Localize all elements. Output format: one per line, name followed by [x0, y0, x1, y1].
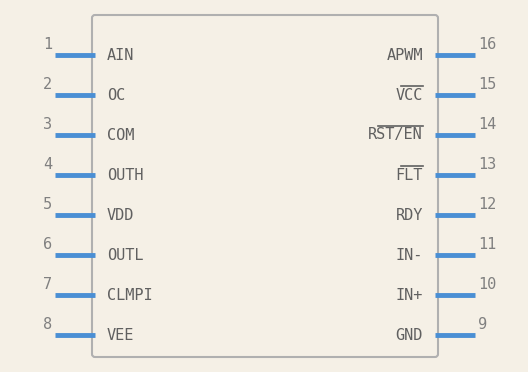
Text: COM: COM	[107, 128, 134, 142]
Text: 15: 15	[478, 77, 496, 92]
Text: OC: OC	[107, 87, 125, 103]
Text: 14: 14	[478, 117, 496, 132]
Text: GND: GND	[395, 327, 423, 343]
Text: 11: 11	[478, 237, 496, 252]
Text: IN-: IN-	[395, 247, 423, 263]
Text: AIN: AIN	[107, 48, 134, 62]
Text: 3: 3	[43, 117, 52, 132]
Text: 9: 9	[478, 317, 487, 332]
FancyBboxPatch shape	[92, 15, 438, 357]
Text: VEE: VEE	[107, 327, 134, 343]
Text: FLT: FLT	[395, 167, 423, 183]
Text: RDY: RDY	[395, 208, 423, 222]
Text: 1: 1	[43, 37, 52, 52]
Text: RST/EN: RST/EN	[368, 128, 423, 142]
Text: OUTH: OUTH	[107, 167, 144, 183]
Text: VCC: VCC	[395, 87, 423, 103]
Text: 8: 8	[43, 317, 52, 332]
Text: 12: 12	[478, 197, 496, 212]
Text: OUTL: OUTL	[107, 247, 144, 263]
Text: CLMPI: CLMPI	[107, 288, 153, 302]
Text: APWM: APWM	[386, 48, 423, 62]
Text: 5: 5	[43, 197, 52, 212]
Text: VDD: VDD	[107, 208, 134, 222]
Text: 7: 7	[43, 277, 52, 292]
Text: 16: 16	[478, 37, 496, 52]
Text: 13: 13	[478, 157, 496, 172]
Text: IN+: IN+	[395, 288, 423, 302]
Text: 4: 4	[43, 157, 52, 172]
Text: 2: 2	[43, 77, 52, 92]
Text: 10: 10	[478, 277, 496, 292]
Text: 6: 6	[43, 237, 52, 252]
